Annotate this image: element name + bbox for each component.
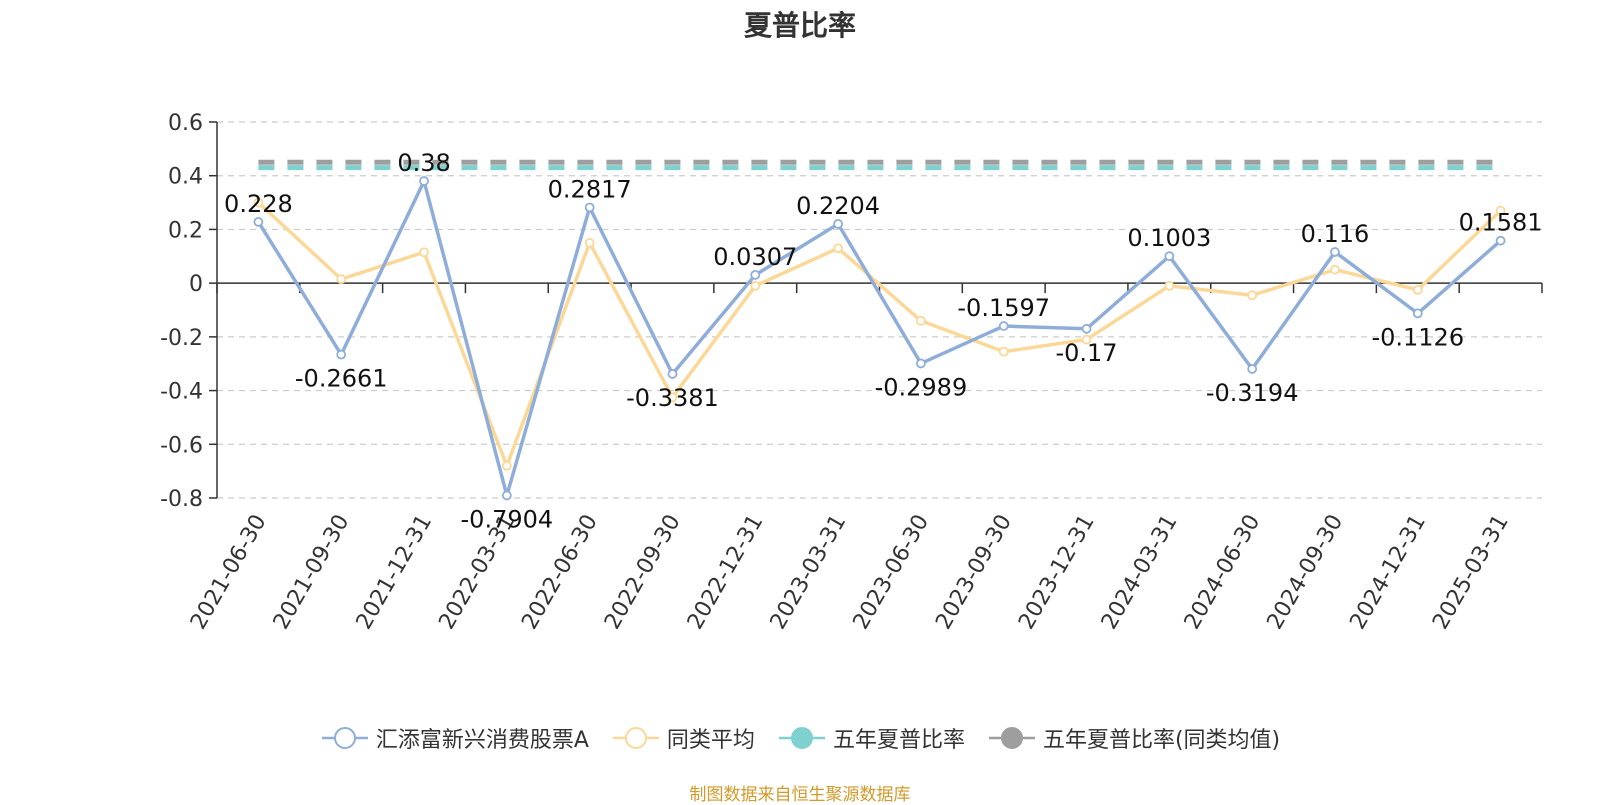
data-point [419, 176, 429, 186]
legend-swatch-marker [624, 727, 647, 749]
legend-swatch-icon [988, 727, 1035, 749]
data-point [1081, 323, 1092, 334]
legend-swatch-marker [790, 727, 813, 749]
series-lines [253, 176, 1506, 501]
data-point [1330, 264, 1340, 275]
series-line [257, 201, 1502, 468]
data-point [419, 247, 429, 258]
y-tick-label: -0.8 [160, 487, 203, 512]
data-label: -0.17 [1055, 339, 1117, 367]
data-label: 0.228 [224, 190, 293, 218]
data-label: -0.1597 [957, 294, 1050, 322]
data-label: -0.3381 [626, 384, 719, 412]
data-point [1247, 290, 1258, 301]
data-label: 0.1003 [1127, 224, 1211, 252]
data-point [584, 237, 595, 248]
legend-swatch-icon [321, 727, 368, 749]
legend-swatch-icon [612, 727, 659, 749]
data-point [1412, 284, 1423, 295]
data-point [501, 490, 512, 501]
x-tick-label: 2021-12-31 [352, 511, 438, 634]
data-label: -0.2661 [295, 365, 388, 393]
legend-swatch-marker [1000, 727, 1023, 749]
reference-lines [258, 159, 1501, 171]
data-point [916, 358, 926, 369]
data-label: 0.38 [397, 149, 450, 177]
data-point [253, 197, 264, 208]
data-label: -0.1126 [1371, 323, 1464, 351]
data-label: 0.116 [1301, 220, 1370, 248]
data-point [667, 369, 678, 379]
legend-label: 五年夏普比率 [832, 728, 965, 753]
x-tick-label: 2025-03-31 [1428, 511, 1514, 634]
data-point [833, 243, 843, 254]
y-tick-label: 0 [189, 272, 203, 297]
legend-label: 同类平均 [666, 728, 755, 753]
legend-item[interactable]: 五年夏普比率(同类均值) [987, 722, 1280, 754]
data-point [253, 217, 264, 227]
y-tick-label: 0.6 [168, 111, 203, 136]
x-tick-label: 2023-12-31 [1014, 511, 1100, 634]
data-label: -0.3194 [1206, 379, 1299, 407]
grid-lines [217, 121, 1542, 499]
data-point [998, 346, 1009, 357]
chart-title: 夏普比率 [743, 9, 856, 42]
y-tick-label: 0.2 [168, 218, 203, 243]
x-tick-label: 2022-12-31 [683, 511, 769, 634]
y-tick-label: -0.6 [160, 433, 203, 458]
data-point [998, 321, 1009, 331]
data-point [1164, 251, 1175, 262]
data-point [584, 202, 595, 213]
data-point [750, 280, 761, 291]
data-point [336, 349, 347, 360]
data-point [501, 460, 512, 471]
data-point [336, 274, 347, 285]
data-point [916, 315, 926, 326]
legend-item[interactable]: 五年夏普比率 [777, 722, 965, 754]
y-tick-label: 0.4 [168, 165, 203, 190]
data-point [1081, 334, 1092, 345]
data-label: -0.2989 [875, 373, 968, 401]
data-point [1495, 205, 1506, 216]
x-tick-label: 2024-09-30 [1263, 511, 1349, 634]
legend-swatch-marker [333, 727, 356, 749]
data-point [750, 269, 761, 280]
data-point [1412, 308, 1423, 319]
data-point [833, 219, 843, 229]
data-point [667, 392, 678, 403]
legend-item[interactable]: 同类平均 [611, 722, 755, 754]
x-tick-label: 2024-06-30 [1180, 511, 1266, 634]
data-labels: 0.228 -0.2661 0.38 -0.7904 0.2817 -0.3381 0.03… [224, 149, 1543, 533]
legend-swatch-icon [778, 727, 825, 749]
data-label: 0.2817 [548, 175, 632, 203]
legend-item[interactable]: 汇添富新兴消费股票A [320, 722, 589, 754]
data-label: 0.0307 [713, 243, 797, 271]
x-tick-label: 2023-09-30 [931, 511, 1017, 634]
x-tick-label: 2023-03-31 [766, 511, 852, 634]
source-note: 制图数据来自恒生聚源数据库 [689, 785, 911, 805]
legend: 汇添富新兴消费股票A 同类平均 五年夏普比率 五年夏普比率(同类均值) [0, 722, 1600, 754]
y-tick-label: -0.4 [160, 380, 203, 405]
data-point [1247, 364, 1258, 374]
x-tick-label: 2022-09-30 [600, 511, 686, 634]
data-point [1330, 247, 1340, 257]
x-tick-label: 2021-09-30 [269, 511, 355, 634]
data-point [1495, 235, 1506, 246]
x-tick-label: 2024-12-31 [1345, 511, 1431, 634]
legend-label: 汇添富新兴消费股票A [375, 728, 589, 753]
data-label: 0.1581 [1459, 209, 1543, 237]
data-label: -0.7904 [461, 505, 554, 533]
x-tick-label: 2023-06-30 [849, 511, 935, 634]
series-line [256, 179, 1502, 498]
x-tick-label: 2021-06-30 [186, 511, 272, 634]
legend-label: 五年夏普比率(同类均值) [1042, 728, 1281, 753]
x-tick-label: 2024-03-31 [1097, 511, 1183, 634]
y-tick-label: -0.2 [160, 326, 203, 351]
data-point [1164, 280, 1175, 291]
data-label: 0.2204 [796, 192, 880, 220]
